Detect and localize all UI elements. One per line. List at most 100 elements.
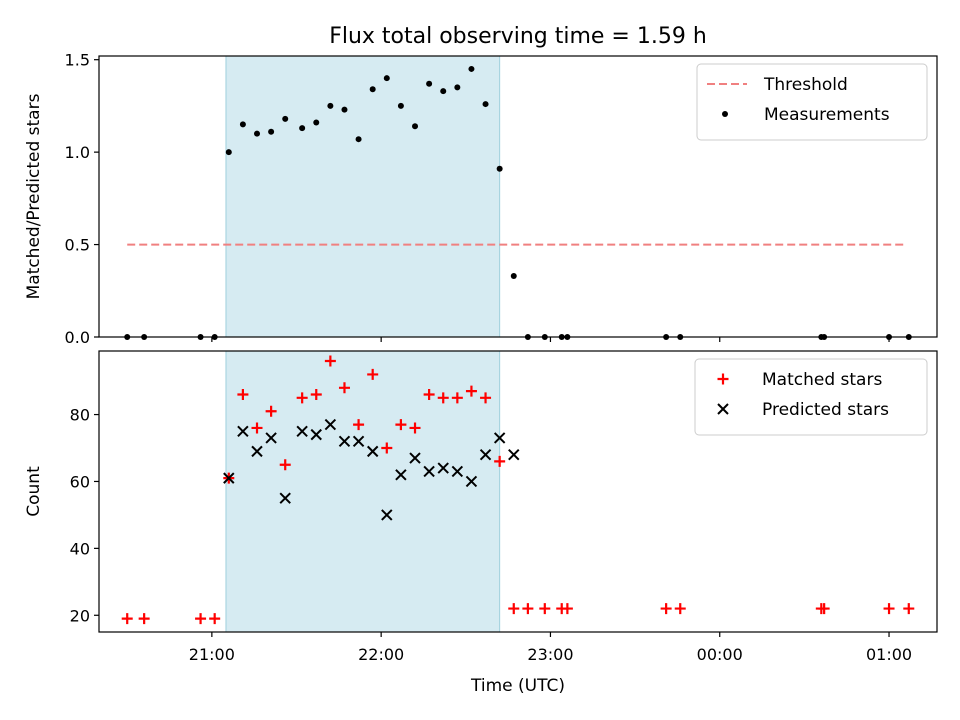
- x-tick-label: 00:00: [697, 645, 743, 664]
- data-point: [451, 392, 463, 404]
- chart-title: Flux total observing time = 1.59 h: [329, 24, 707, 49]
- data-point: [818, 603, 830, 615]
- data-point: [465, 385, 477, 397]
- observing-window-band: [225, 350, 501, 633]
- data-point: [338, 382, 350, 394]
- x-tick-label: 22:00: [358, 645, 404, 664]
- data-point: [440, 88, 447, 95]
- data-point: [510, 272, 517, 279]
- data-point: [479, 448, 492, 461]
- data-point: [369, 86, 376, 93]
- y-tick-label: 0.0: [65, 328, 90, 347]
- data-point: [237, 388, 249, 400]
- data-point: [324, 355, 336, 367]
- data-point: [279, 492, 291, 504]
- legend: Threshold Measurements: [696, 63, 928, 141]
- data-point: [282, 115, 289, 122]
- data-point: [338, 435, 351, 448]
- y-axis-label: Matched/Predicted stars: [24, 93, 44, 299]
- y-tick-label: 1.0: [65, 143, 90, 162]
- data-point: [903, 603, 915, 615]
- data-point: [412, 123, 419, 130]
- y-tick-label: 0.5: [65, 236, 90, 255]
- data-point: [296, 425, 308, 437]
- data-point: [279, 459, 291, 471]
- data-point: [409, 422, 421, 434]
- data-point: [296, 392, 308, 404]
- plot-frame: [98, 350, 938, 633]
- y-tick-label: 80: [70, 406, 90, 425]
- data-point: [366, 445, 379, 458]
- data-point: [395, 419, 407, 431]
- data-point: [138, 613, 150, 625]
- data-point: [310, 388, 322, 400]
- data-point: [225, 149, 232, 156]
- y-tick-label: 40: [70, 539, 90, 558]
- plot-frame: [98, 55, 938, 338]
- data-point: [324, 418, 337, 431]
- bottom-panel: 20 40 60 80 21:00 22:00 23:00 00:00 01:00 Count Ti…: [24, 350, 938, 696]
- legend-box: [694, 358, 928, 436]
- data-point: [465, 475, 478, 488]
- data-point: [265, 405, 277, 417]
- data-point: [508, 603, 520, 615]
- data-point: [383, 75, 390, 82]
- data-point: [561, 603, 573, 615]
- data-point: [539, 603, 551, 615]
- data-point: [310, 428, 322, 441]
- y-axis-label: Count: [24, 466, 44, 517]
- data-point: [237, 425, 249, 437]
- y-tick-label: 20: [70, 606, 90, 625]
- data-point: [265, 432, 277, 444]
- legend-label: Threshold: [763, 75, 848, 95]
- data-point: [195, 613, 207, 625]
- data-point: [508, 448, 520, 461]
- data-point: [660, 603, 672, 615]
- data-point: [381, 442, 393, 454]
- top-panel: 0.0 0.5 1.0 1.5 Matched/Predicted stars Thres…: [24, 51, 938, 347]
- series-measurements: [124, 65, 912, 340]
- data-point: [353, 419, 365, 431]
- data-point: [223, 472, 235, 484]
- data-point: [437, 462, 449, 474]
- data-point: [454, 84, 461, 91]
- y-tick-label: 1.5: [65, 51, 90, 70]
- data-point: [883, 603, 895, 615]
- x-tick-label: 23:00: [527, 645, 573, 664]
- data-point: [395, 469, 407, 481]
- data-point: [482, 101, 489, 108]
- x-tick-label: 01:00: [866, 645, 912, 664]
- data-point: [239, 121, 246, 128]
- y-tick-label: 60: [70, 472, 90, 491]
- data-point: [355, 136, 362, 143]
- x-axis-label: Time (UTC): [470, 676, 565, 696]
- data-point: [313, 119, 320, 126]
- data-point: [268, 128, 275, 135]
- legend: Matched stars Predicted stars: [694, 358, 928, 436]
- legend-swatch: [722, 111, 728, 117]
- data-point: [493, 432, 506, 444]
- data-point: [341, 106, 348, 113]
- legend-label: Measurements: [764, 105, 890, 125]
- legend-swatch: [717, 403, 729, 415]
- data-point: [426, 80, 433, 87]
- data-point: [251, 445, 263, 458]
- data-point: [367, 368, 379, 380]
- data-point: [209, 613, 221, 625]
- data-point: [254, 130, 261, 137]
- data-point: [409, 452, 421, 464]
- legend-label: Matched stars: [762, 370, 882, 390]
- data-point: [299, 125, 306, 132]
- series-predicted-stars: [223, 418, 520, 521]
- data-point: [451, 465, 464, 478]
- data-point: [352, 435, 365, 448]
- x-tick-label: 21:00: [189, 645, 235, 664]
- data-point: [381, 509, 393, 521]
- data-point: [496, 165, 503, 172]
- data-point: [423, 465, 435, 478]
- data-point: [494, 455, 506, 467]
- series-matched-stars: [121, 355, 915, 625]
- data-point: [423, 388, 435, 400]
- data-point: [674, 603, 686, 615]
